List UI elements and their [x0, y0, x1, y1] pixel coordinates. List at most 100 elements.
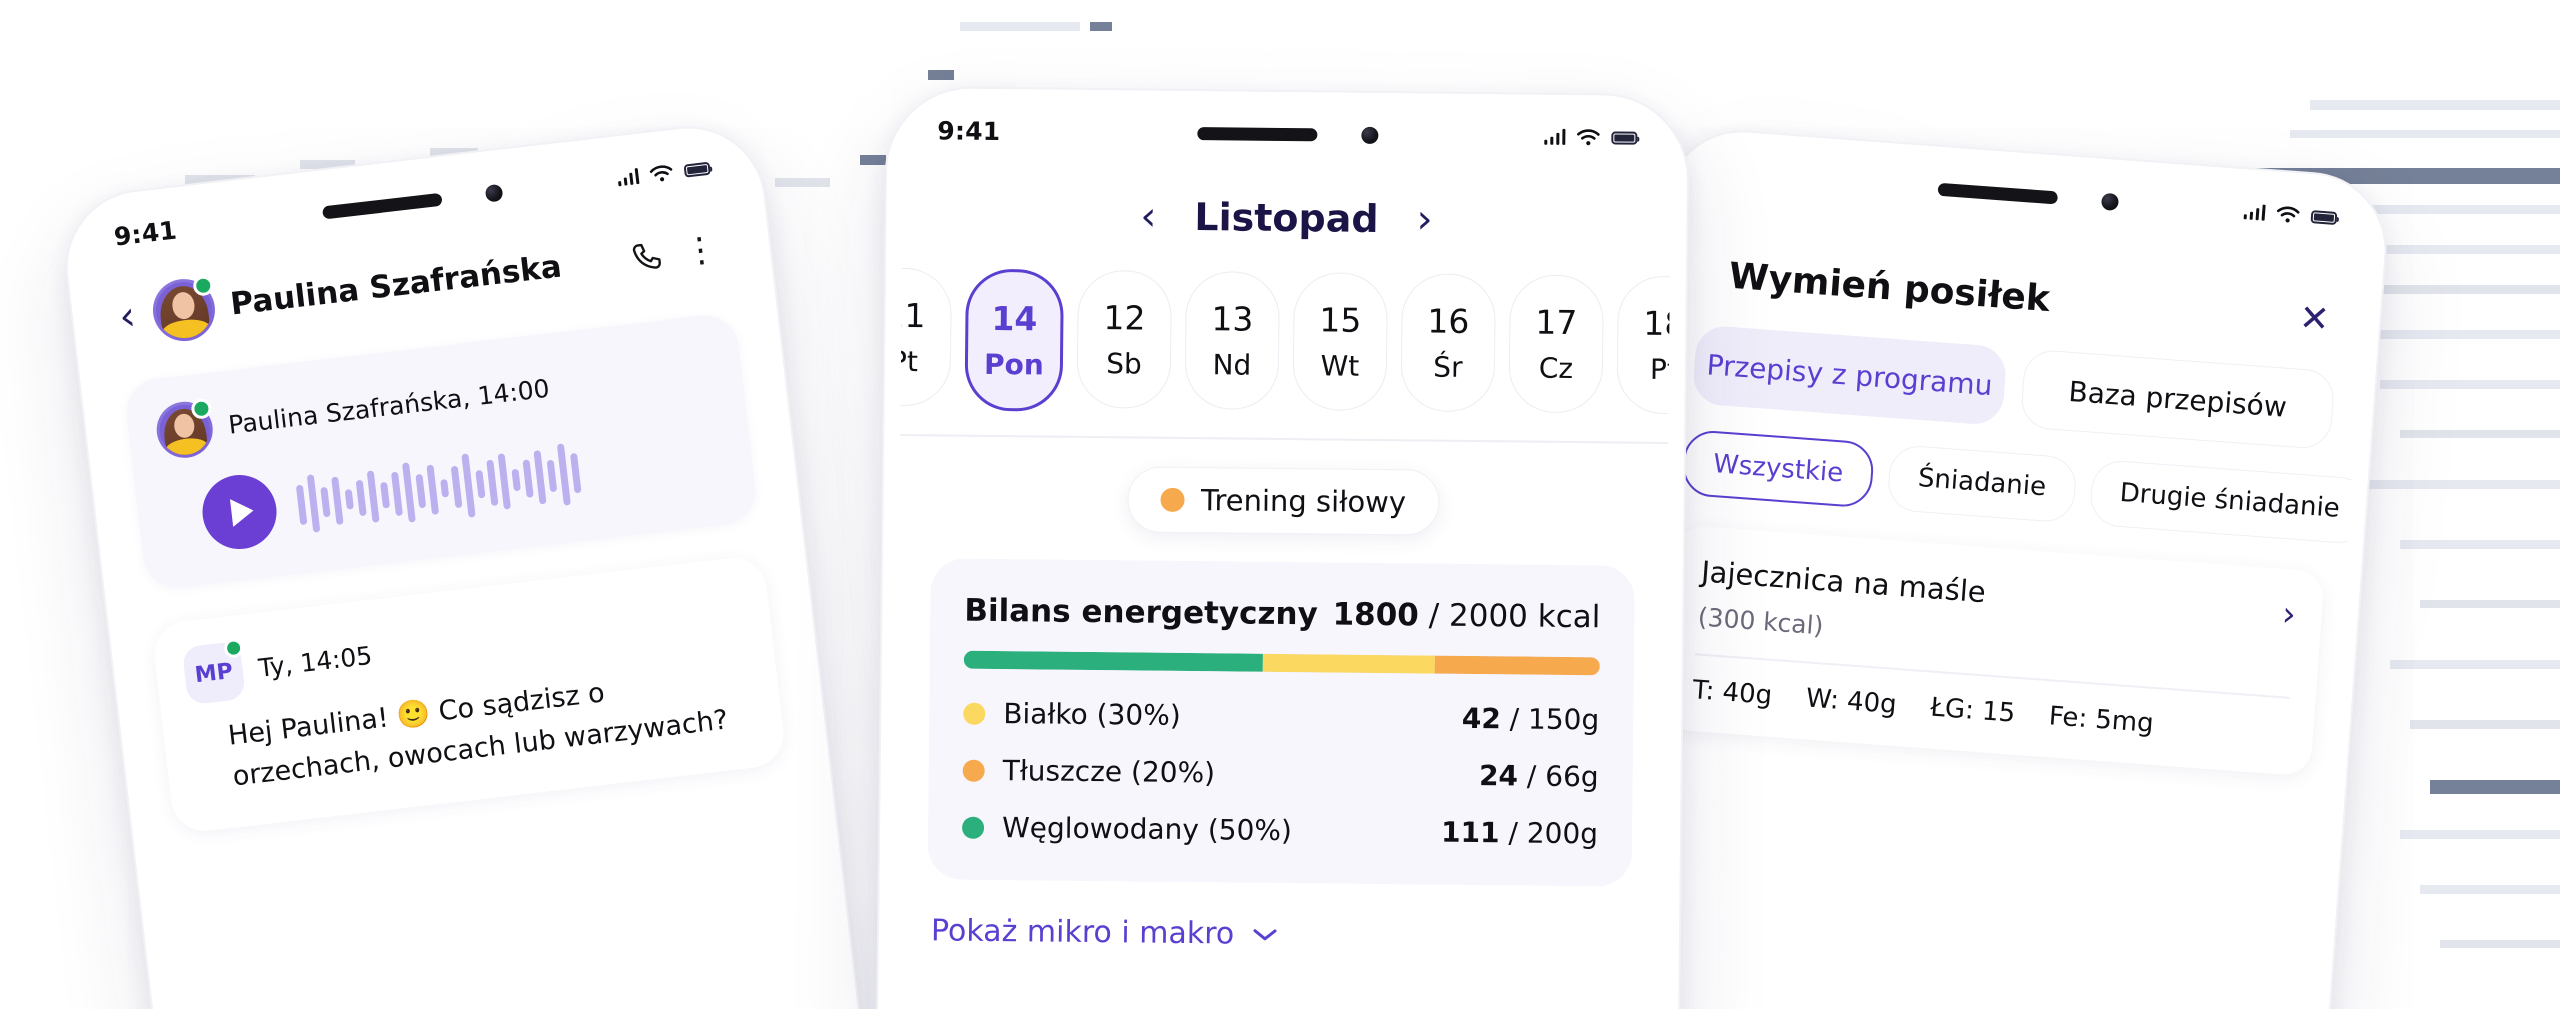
day-number: 12	[1103, 298, 1146, 338]
chevron-left-icon[interactable]: ‹	[1140, 193, 1157, 240]
chat-screen: 9:41 ‹	[77, 137, 857, 1009]
status-icons	[616, 159, 711, 188]
macro-current: 111	[1440, 815, 1500, 850]
macro-dot-icon	[962, 759, 985, 782]
macro-list: Białko (30%) 42 / 150g Tłuszcze (20%) 24…	[961, 697, 1600, 850]
bg-artifact	[2360, 480, 2560, 489]
filter-chip-breakfast[interactable]: Śniadanie	[1886, 443, 2078, 524]
chevron-left-icon[interactable]: ‹	[116, 292, 138, 341]
bg-artifact	[2410, 720, 2560, 729]
bg-artifact	[775, 178, 830, 187]
day-chip[interactable]: 11 Pt	[892, 267, 952, 407]
battery-icon	[1611, 130, 1638, 145]
earpiece-speaker	[1937, 182, 2058, 204]
macro-value: 42 / 150g	[1462, 702, 1600, 736]
message-voice[interactable]: Paulina Szafrańska, 14:00	[122, 311, 759, 592]
bg-artifact	[1090, 22, 1112, 31]
avatar: MP	[181, 637, 247, 706]
phone-mockup-chat: 9:41 ‹	[57, 118, 877, 1009]
day-number: 13	[1211, 299, 1254, 339]
day-number: 15	[1319, 300, 1362, 340]
training-row: Trening siłowy	[899, 436, 1668, 560]
chevron-right-icon[interactable]: ›	[1416, 196, 1433, 243]
message-meta: Ty, 14:05	[256, 640, 374, 683]
status-icons	[2243, 202, 2338, 227]
status-bar: 9:41	[903, 104, 1672, 164]
day-weekday: Pt	[1649, 352, 1672, 387]
show-micro-macro-label: Pokaż mikro i makro	[930, 913, 1235, 952]
filter-chip-all[interactable]: Wszystkie	[1680, 428, 1876, 509]
front-camera	[1360, 126, 1378, 144]
day-number: 16	[1427, 301, 1470, 341]
chevron-right-icon[interactable]: ›	[2280, 594, 2298, 636]
status-bar	[1683, 144, 2373, 246]
contact-name: Paulina Szafrańska	[228, 248, 564, 323]
day-chip-selected[interactable]: 14 Pon	[964, 268, 1064, 412]
bg-artifact	[860, 155, 886, 165]
day-weekday: Pon	[983, 347, 1044, 382]
chat-header: ‹ Paulina Szafrańska	[114, 203, 723, 348]
day-chip[interactable]: 15 Wt	[1292, 272, 1388, 412]
macro-current: 42	[1461, 701, 1501, 736]
play-icon[interactable]	[198, 471, 281, 554]
day-chip[interactable]: 17 Cz	[1508, 274, 1604, 414]
bg-artifact	[300, 160, 355, 169]
phone-icon[interactable]	[628, 238, 666, 276]
bg-artifact	[2290, 130, 2560, 138]
status-time: 9:41	[937, 115, 1001, 146]
training-pill[interactable]: Trening siłowy	[1127, 466, 1440, 536]
training-dot-icon	[1160, 487, 1186, 512]
signal-bars-icon	[2243, 203, 2266, 221]
chat-header-area: ‹ Paulina Szafrańska	[77, 138, 756, 352]
bg-artifact	[2380, 380, 2560, 389]
day-weekday: Pt	[892, 344, 919, 379]
recipe-nutrients: T: 40g W: 40g ŁG: 15 Fe: 5mg	[1692, 675, 2289, 749]
day-number: 17	[1535, 302, 1578, 343]
bg-artifact	[960, 22, 1080, 31]
bg-artifact	[2300, 245, 2560, 254]
message-text[interactable]: MP Ty, 14:05 Hej Paulina! 🙂 Co sądzisz o…	[150, 554, 788, 835]
signal-bars-icon	[616, 168, 640, 187]
more-options-icon[interactable]: ⋮	[681, 228, 722, 273]
filter-chip-second-breakfast[interactable]: Drugie śniadanie	[2088, 458, 2371, 546]
phone-mockup-swap-meal: Wymień posiłek ✕ Przepisy z programu Baz…	[1592, 124, 2392, 1009]
show-micro-macro-link[interactable]: Pokaż mikro i makro	[931, 913, 1663, 956]
day-chip[interactable]: 18 Pt	[1616, 275, 1672, 415]
swap-meal-body: Wymień posiłek ✕ Przepisy z programu Baz…	[1644, 144, 2373, 777]
audio-waveform-icon[interactable]	[294, 435, 584, 543]
day-weekday: Śr	[1433, 350, 1463, 384]
online-status-dot	[223, 637, 245, 659]
macro-target: / 66g	[1526, 759, 1599, 794]
day-chip[interactable]: 13 Nd	[1184, 270, 1280, 410]
swap-meal-screen: Wymień posiłek ✕ Przepisy z programu Baz…	[1611, 144, 2373, 1009]
front-camera	[484, 183, 503, 203]
bg-artifact	[2330, 330, 2560, 339]
day-chip[interactable]: 12 Sb	[1076, 269, 1172, 409]
bg-artifact	[2430, 780, 2560, 794]
avatar[interactable]	[149, 274, 219, 345]
bg-artifact	[2440, 940, 2560, 948]
month-label: Listopad	[1194, 195, 1379, 241]
chevron-down-icon[interactable]	[1250, 925, 1280, 943]
macro-current: 24	[1478, 759, 1519, 793]
bg-artifact	[928, 70, 954, 80]
energy-header: Bilans energetyczny 1800 / 2000 kcal	[964, 593, 1600, 636]
earpiece-speaker	[1196, 126, 1317, 141]
bar-segment-protein	[1262, 653, 1435, 674]
energy-current: 1800	[1332, 596, 1420, 634]
recipe-list-item[interactable]: Jajecznica na maśle › (300 kcal) T: 40g …	[1663, 524, 2325, 777]
energy-progress-bar	[963, 650, 1600, 676]
macro-label: Białko (30%)	[1003, 697, 1181, 732]
status-icons	[1543, 128, 1638, 147]
energy-value: 1800 / 2000 kcal	[1332, 597, 1600, 636]
macro-value: 24 / 66g	[1479, 759, 1599, 793]
energy-balance-card: Bilans energetyczny 1800 / 2000 kcal Bia…	[927, 558, 1635, 887]
day-weekday: Cz	[1538, 351, 1574, 386]
close-icon[interactable]: ✕	[2297, 297, 2331, 341]
wifi-icon	[649, 165, 673, 182]
status-time: 9:41	[112, 215, 179, 252]
day-strip[interactable]: 11 Pt 14 Pon 12 Sb 13 Nd	[892, 242, 1672, 442]
day-weekday: Nd	[1212, 348, 1252, 382]
day-chip[interactable]: 16 Śr	[1400, 273, 1496, 413]
